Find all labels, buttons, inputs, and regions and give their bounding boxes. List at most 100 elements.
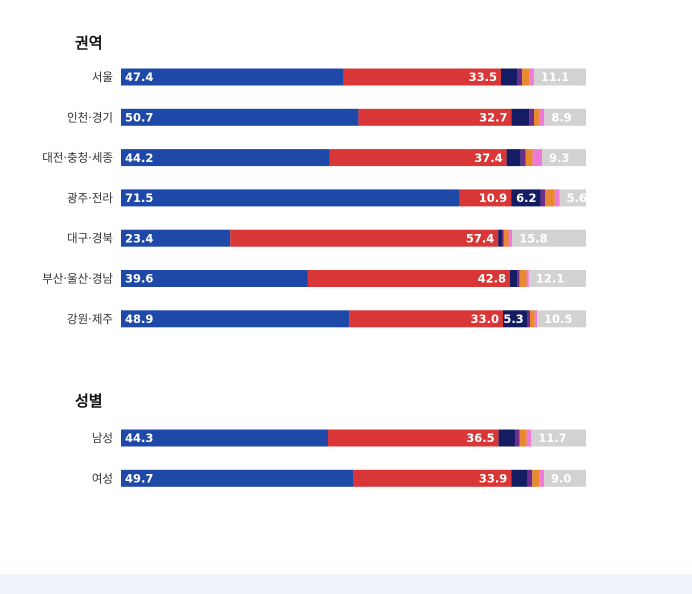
bar-segment [121,108,359,126]
bar-segment [530,310,535,328]
bar-segment [512,229,586,247]
value-label: 10.9 [479,191,507,205]
bar-segment [511,189,541,207]
row-label: 광주·전라 [67,191,113,205]
row-label: 인천·경기 [67,110,113,124]
row-label: 대구·경북 [67,231,113,245]
bar-segment [121,68,344,86]
bar-segment [506,149,521,167]
bar-segment [508,229,513,247]
bar-segment [554,189,560,207]
value-label: 33.0 [471,312,499,326]
value-label: 50.7 [125,111,153,125]
value-label: 44.3 [125,431,153,445]
bar-segment [328,429,499,447]
footer-strip [0,574,692,594]
value-label: 11.7 [538,431,566,445]
value-label: 33.9 [479,472,507,486]
bar-segment [121,189,460,207]
value-label: 11.1 [541,70,569,84]
bar-segment [121,149,330,167]
bar-segment [307,270,510,287]
value-label: 49.7 [125,472,153,486]
bar-segment [519,270,527,287]
bar-segment [526,429,532,447]
bar-segment [498,429,515,447]
bar-segment [459,189,512,207]
bar-segment [517,68,523,86]
bar-segment [517,270,520,287]
value-label: 12.1 [536,272,564,286]
value-label: 39.6 [125,272,153,286]
bar-segment [519,429,527,447]
section-title: 권역 [75,34,103,52]
bar-segment [121,429,329,447]
bar-segment [503,229,509,247]
bar-segment [514,429,520,447]
bar-segment [528,270,586,287]
bar-segment [529,68,534,86]
value-label: 6.2 [516,191,536,205]
bar-segment [121,229,231,247]
bar-segment [349,310,503,328]
bar-segment [539,108,545,126]
row-label: 남성 [92,431,113,445]
bar-segment [534,108,540,126]
value-label: 9.3 [549,151,569,165]
bar-segment [539,469,544,487]
bar-segment [121,469,354,487]
bar-segment [544,108,586,126]
row-label: 대전·충청·세종 [42,151,113,165]
bar-segment [533,68,586,86]
value-label: 44.2 [125,151,153,165]
value-label: 57.4 [466,231,494,245]
value-label: 8.9 [551,111,571,125]
bar-segment [527,469,533,487]
value-label: 33.5 [469,70,497,84]
bar-segment [532,149,543,167]
row-label: 강원·제주 [67,312,113,326]
value-label: 15.8 [519,231,547,245]
bar-segment [532,469,540,487]
bar-segment [526,270,529,287]
bar-segment [522,68,530,86]
bar-segment [353,469,512,487]
bar-segment [121,310,350,328]
bar-segment [525,149,533,167]
value-label: 32.7 [479,111,507,125]
value-label: 71.5 [125,191,153,205]
bar-segment [329,149,507,167]
bar-segment [511,469,528,487]
bar-segment [543,469,586,487]
bar-segment [511,108,530,126]
bar-segment [502,310,528,328]
bar-segment [540,189,546,207]
bar-segment [230,229,499,247]
bar-segment [358,108,512,126]
row-label: 여성 [92,471,113,485]
bar-segment [343,68,501,86]
value-label: 10.5 [544,312,572,326]
bar-segment [534,310,538,328]
row-label: 서울 [92,70,113,84]
value-label: 9.0 [551,472,571,486]
bar-segment [121,270,308,287]
bar-segment [559,189,586,207]
bar-segment [501,229,504,247]
bar-segment [529,108,535,126]
value-label: 47.4 [125,70,153,84]
bar-segment [520,149,526,167]
value-label: 5.6 [566,191,586,205]
value-label: 5.3 [503,312,523,326]
bar-segment [537,310,586,328]
bar-segment [531,429,586,447]
bar-segment [527,310,531,328]
value-label: 48.9 [125,312,153,326]
bar-segment [509,270,518,287]
value-label: 36.5 [466,431,494,445]
bar-segment [498,229,502,247]
bar-segment [542,149,586,167]
section-title: 성별 [75,392,103,410]
bar-segment [500,68,518,86]
